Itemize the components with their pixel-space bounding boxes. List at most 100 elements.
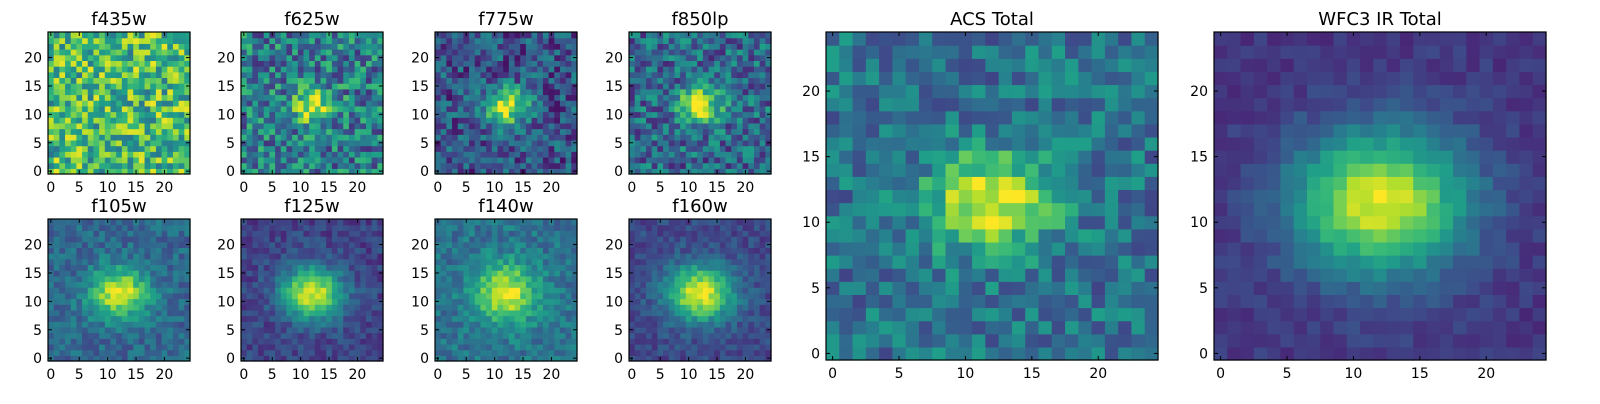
heatmap-cell (526, 225, 532, 231)
heatmap-cell (748, 333, 754, 339)
heatmap-cell (252, 230, 258, 236)
heatmap-cell (503, 32, 509, 38)
heatmap-cell (720, 350, 726, 356)
heatmap-cell (366, 32, 372, 38)
heatmap-cell (349, 242, 355, 248)
heatmap-cell (116, 112, 122, 118)
heatmap-cell (452, 32, 458, 38)
heatmap-cell (446, 310, 452, 316)
heatmap-cell (355, 43, 361, 49)
heatmap-cell (441, 281, 447, 287)
heatmap-cell (743, 333, 749, 339)
heatmap-cell (349, 287, 355, 293)
heatmap-cell (128, 43, 134, 49)
heatmap-cell (731, 338, 737, 344)
heatmap-cell (264, 281, 270, 287)
heatmap-cell (303, 112, 309, 118)
heatmap-cell (497, 49, 503, 55)
heatmap-cell (709, 304, 715, 310)
heatmap-cell (349, 344, 355, 350)
heatmap-cell (332, 140, 338, 146)
heatmap-cell (156, 253, 162, 259)
heatmap-cell (366, 83, 372, 89)
heatmap-cell (674, 89, 680, 95)
heatmap-cell (99, 94, 105, 100)
heatmap-cell (162, 242, 168, 248)
heatmap-cell (145, 321, 151, 327)
heatmap-cell (88, 55, 94, 61)
heatmap-cell (503, 350, 509, 356)
heatmap-cell (549, 49, 555, 55)
heatmap-cell (343, 60, 349, 66)
heatmap-cell (110, 304, 116, 310)
heatmap-cell (105, 38, 111, 44)
heatmap-cell (497, 316, 503, 322)
heatmap-cell (139, 106, 145, 112)
heatmap-cell (748, 163, 754, 169)
heatmap-cell (640, 123, 646, 129)
heatmap-cell (286, 117, 292, 123)
heatmap-cell (145, 112, 151, 118)
heatmap-cell (360, 350, 366, 356)
heatmap-cell (441, 72, 447, 78)
heatmap-cell (515, 276, 521, 282)
heatmap-cell (360, 344, 366, 350)
heatmap-cell (150, 123, 156, 129)
heatmap-cell (76, 242, 82, 248)
y-tick-label: 20 (217, 51, 235, 67)
heatmap-cell (691, 151, 697, 157)
heatmap-cell (526, 60, 532, 66)
heatmap-cell (247, 106, 253, 112)
heatmap-cell (731, 157, 737, 163)
heatmap-cell (145, 316, 151, 322)
heatmap-cell (338, 299, 344, 305)
heatmap-cell (179, 327, 185, 333)
heatmap-cell (560, 66, 566, 72)
heatmap-cell (754, 123, 760, 129)
heatmap-cell (133, 299, 139, 305)
heatmap-cell (520, 310, 526, 316)
heatmap-cell (543, 253, 549, 259)
heatmap-cell (446, 60, 452, 66)
heatmap-cell (360, 89, 366, 95)
heatmap-cell (298, 253, 304, 259)
heatmap-cell (48, 94, 54, 100)
heatmap-cell (663, 49, 669, 55)
heatmap-cell (503, 293, 509, 299)
heatmap-cell (526, 247, 532, 253)
heatmap-cell (560, 112, 566, 118)
heatmap-cell (543, 225, 549, 231)
heatmap-cell (338, 32, 344, 38)
heatmap-cell (663, 333, 669, 339)
heatmap-cell (737, 83, 743, 89)
heatmap-cell (128, 112, 134, 118)
heatmap-cell (731, 350, 737, 356)
heatmap-cell (105, 146, 111, 152)
heatmap-cell (754, 338, 760, 344)
heatmap-cell (691, 60, 697, 66)
heatmap-cell (720, 344, 726, 350)
heatmap-cell (133, 43, 139, 49)
heatmap-cell (435, 60, 441, 66)
heatmap-cell (703, 333, 709, 339)
heatmap-cell (360, 66, 366, 72)
heatmap-cell (76, 123, 82, 129)
heatmap-cell (458, 49, 464, 55)
heatmap-cell (629, 146, 635, 152)
heatmap-cell (59, 72, 65, 78)
heatmap-cell (452, 242, 458, 248)
heatmap-cell (469, 123, 475, 129)
heatmap-cell (105, 350, 111, 356)
heatmap-cell (686, 38, 692, 44)
heatmap-cell (247, 299, 253, 305)
heatmap-cell (537, 129, 543, 135)
heatmap-cell (503, 49, 509, 55)
heatmap-cell (162, 304, 168, 310)
heatmap-cell (532, 49, 538, 55)
heatmap-cell (520, 276, 526, 282)
heatmap-cell (537, 259, 543, 265)
heatmap-cell (338, 333, 344, 339)
heatmap-cell (71, 230, 77, 236)
heatmap-cell (59, 299, 65, 305)
heatmap-cell (463, 293, 469, 299)
